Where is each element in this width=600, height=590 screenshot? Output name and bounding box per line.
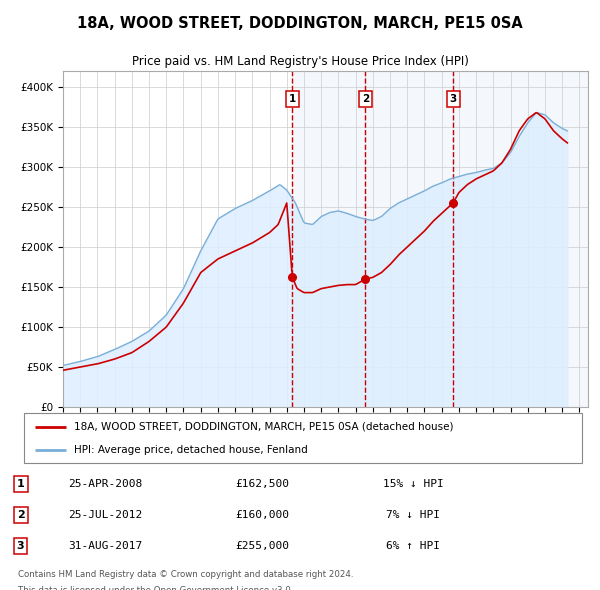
- Bar: [292, 71, 365, 407]
- Text: HPI: Average price, detached house, Fenland: HPI: Average price, detached house, Fenl…: [74, 445, 308, 455]
- Text: 18A, WOOD STREET, DODDINGTON, MARCH, PE15 0SA: 18A, WOOD STREET, DODDINGTON, MARCH, PE1…: [77, 15, 523, 31]
- Text: 3: 3: [449, 94, 457, 104]
- Text: £160,000: £160,000: [235, 510, 289, 520]
- FancyBboxPatch shape: [24, 413, 582, 463]
- Text: 3: 3: [17, 541, 25, 551]
- Text: 18A, WOOD STREET, DODDINGTON, MARCH, PE15 0SA (detached house): 18A, WOOD STREET, DODDINGTON, MARCH, PE1…: [74, 421, 454, 431]
- Bar: [365, 71, 453, 407]
- Text: 31-AUG-2017: 31-AUG-2017: [68, 541, 142, 551]
- Text: Contains HM Land Registry data © Crown copyright and database right 2024.: Contains HM Land Registry data © Crown c…: [18, 570, 353, 579]
- Text: 15% ↓ HPI: 15% ↓ HPI: [383, 478, 444, 489]
- Text: £162,500: £162,500: [235, 478, 289, 489]
- Text: 25-APR-2008: 25-APR-2008: [68, 478, 142, 489]
- Text: 1: 1: [289, 94, 296, 104]
- Text: This data is licensed under the Open Government Licence v3.0.: This data is licensed under the Open Gov…: [18, 586, 293, 590]
- Text: 25-JUL-2012: 25-JUL-2012: [68, 510, 142, 520]
- Text: 6% ↑ HPI: 6% ↑ HPI: [386, 541, 440, 551]
- Text: 2: 2: [17, 510, 25, 520]
- Text: Price paid vs. HM Land Registry's House Price Index (HPI): Price paid vs. HM Land Registry's House …: [131, 55, 469, 68]
- Text: 2: 2: [362, 94, 369, 104]
- Text: £255,000: £255,000: [235, 541, 289, 551]
- Text: 7% ↓ HPI: 7% ↓ HPI: [386, 510, 440, 520]
- Text: 1: 1: [17, 478, 25, 489]
- Bar: [453, 71, 588, 407]
